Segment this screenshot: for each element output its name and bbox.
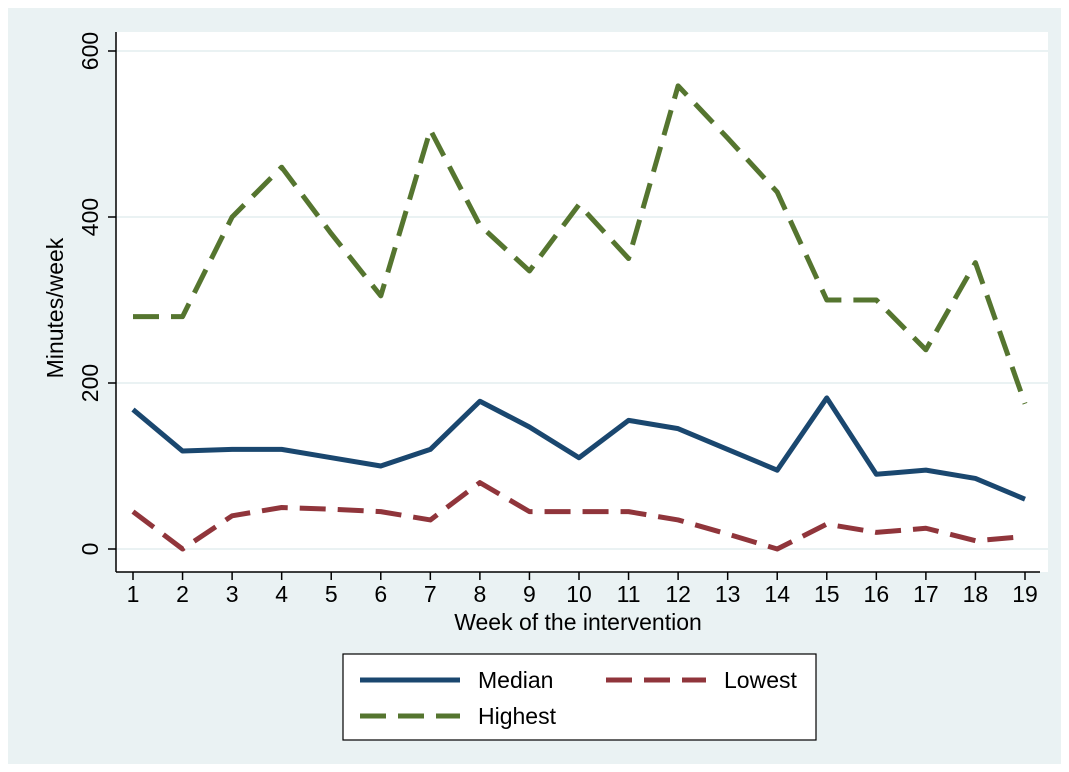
legend-box xyxy=(342,653,817,741)
x-axis-label: Week of the intervention xyxy=(454,609,702,635)
x-tick-label-9: 9 xyxy=(523,581,536,607)
x-tick-label-5: 5 xyxy=(325,581,338,607)
x-tick-label-13: 13 xyxy=(715,581,741,607)
y-tick-label-200: 200 xyxy=(77,364,103,402)
x-tick-label-6: 6 xyxy=(374,581,387,607)
x-tick-label-12: 12 xyxy=(665,581,691,607)
x-tick-label-3: 3 xyxy=(226,581,239,607)
plot-area xyxy=(116,32,1048,572)
y-tick-label-600: 600 xyxy=(77,32,103,70)
x-tick-label-17: 17 xyxy=(913,581,939,607)
legend-label-median: Median xyxy=(478,667,553,693)
series-line-lowest xyxy=(131,480,1026,552)
x-tick-label-4: 4 xyxy=(275,581,288,607)
x-tick-label-2: 2 xyxy=(176,581,189,607)
chart-frame: 0 200 400 600 1 2 3 4 5 6 7 8 9 10 11 12 13 14 15 16 17 18 19… xyxy=(8,8,1061,764)
y-tick-label-400: 400 xyxy=(77,198,103,236)
series-line-median xyxy=(131,395,1026,502)
x-tick-label-8: 8 xyxy=(473,581,486,607)
y-axis-label: Minutes/week xyxy=(42,237,68,378)
x-tick-label-11: 11 xyxy=(617,581,641,607)
x-tick-label-16: 16 xyxy=(864,581,890,607)
x-tick-label-18: 18 xyxy=(963,581,989,607)
x-tick-label-7: 7 xyxy=(424,581,437,607)
legend-label-lowest: Lowest xyxy=(724,667,797,693)
x-tick-label-10: 10 xyxy=(566,581,592,607)
x-tick-label-1: 1 xyxy=(127,581,140,607)
y-tick-label-0: 0 xyxy=(77,543,103,556)
legend: Median Lowest Highest xyxy=(342,653,817,741)
x-tick-label-15: 15 xyxy=(814,581,840,607)
x-tick-label-19: 19 xyxy=(1012,581,1038,607)
series-line-highest xyxy=(133,83,1028,405)
legend-label-highest: Highest xyxy=(478,703,557,729)
x-tick-label-14: 14 xyxy=(764,581,790,607)
